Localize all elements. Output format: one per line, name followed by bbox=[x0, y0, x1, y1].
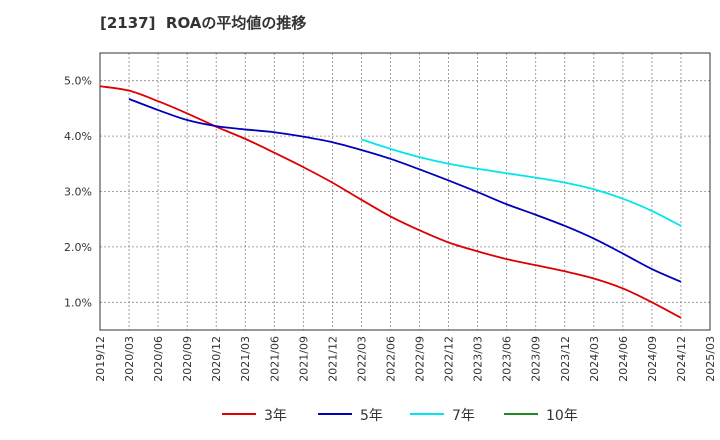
axes: 1.0% 2.0% 3.0% 4.0% 5.0% 2019/12 2020/03 2020/0… bbox=[64, 52, 717, 382]
series-line-3 bbox=[361, 138, 682, 227]
x-tick-label: 2020/12 bbox=[210, 336, 223, 382]
y-tick-label: 2.0% bbox=[64, 241, 92, 254]
x-tick-label: 2023/06 bbox=[501, 336, 514, 382]
y-tick-label: 3.0% bbox=[64, 186, 92, 199]
legend-label: 3年 bbox=[264, 408, 287, 424]
series-line-2 bbox=[128, 98, 682, 283]
legend-label: 7年 bbox=[452, 408, 475, 424]
x-tick-label: 2020/09 bbox=[181, 336, 194, 382]
x-tick-label: 2023/12 bbox=[559, 336, 572, 382]
x-tick-label: 2022/12 bbox=[443, 336, 456, 382]
legend: 3年 5年 7年 10年 bbox=[222, 408, 578, 424]
x-tick-label: 2024/06 bbox=[617, 336, 630, 382]
y-tick-label: 1.0% bbox=[64, 296, 92, 309]
x-tick-label: 2022/03 bbox=[355, 336, 368, 382]
x-tick-label: 2023/09 bbox=[530, 336, 543, 382]
x-tick-label: 2021/03 bbox=[239, 336, 252, 382]
x-tick-label: 2025/03 bbox=[704, 336, 717, 382]
x-tick-label: 2021/12 bbox=[326, 336, 339, 382]
legend-label: 5年 bbox=[360, 408, 383, 424]
y-tick-label: 5.0% bbox=[64, 75, 92, 88]
x-tick-label: 2021/06 bbox=[268, 336, 281, 382]
plot-frame bbox=[99, 52, 711, 331]
x-tick-label: 2024/03 bbox=[588, 336, 601, 382]
x-tick-label: 2020/06 bbox=[152, 336, 165, 382]
x-tick-label: 2021/09 bbox=[297, 336, 310, 382]
series-lines bbox=[99, 85, 682, 319]
y-tick-label: 4.0% bbox=[64, 130, 92, 143]
legend-label: 10年 bbox=[546, 408, 578, 424]
x-tick-label: 2022/06 bbox=[384, 336, 397, 382]
series-line-1 bbox=[99, 85, 682, 319]
x-tick-label: 2020/03 bbox=[123, 336, 136, 382]
x-tick-label: 2022/09 bbox=[414, 336, 427, 382]
x-tick-label: 2024/12 bbox=[675, 336, 688, 382]
grid-lines bbox=[100, 53, 710, 330]
x-tick-label: 2019/12 bbox=[94, 336, 107, 382]
x-tick-label: 2024/09 bbox=[646, 336, 659, 382]
x-tick-label: 2023/03 bbox=[472, 336, 485, 382]
chart-title: [2137] ROAの平均値の推移 bbox=[100, 14, 307, 32]
